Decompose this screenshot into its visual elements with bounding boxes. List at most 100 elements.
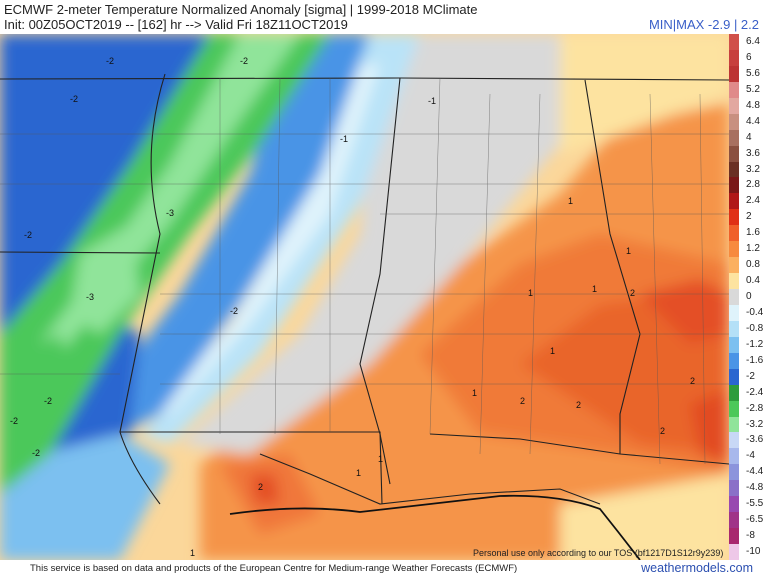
legend-entry: 0 bbox=[729, 289, 769, 305]
legend-label: -3.6 bbox=[746, 434, 764, 446]
legend-entry: 2 bbox=[729, 209, 769, 226]
legend-entry: -1.6 bbox=[729, 352, 769, 369]
contour-label: 1 bbox=[626, 246, 631, 256]
legend-swatch bbox=[729, 65, 739, 82]
legend-swatch bbox=[729, 129, 739, 146]
state-borders bbox=[0, 73, 729, 505]
legend-label: -10 bbox=[746, 546, 761, 558]
legend-swatch bbox=[729, 241, 739, 258]
contour-label: 1 bbox=[356, 468, 361, 478]
legend-entry: -0.4 bbox=[729, 304, 769, 321]
legend-label: 6.4 bbox=[746, 36, 760, 47]
legend-entry: 1.2 bbox=[729, 241, 769, 258]
contour-label: 2 bbox=[630, 288, 635, 298]
contour-label: -2 bbox=[240, 56, 248, 66]
color-legend: 6.4 6 5.6 5.2 4.8 4.4 4 3.6 3.2 2.8 2.4 2 1.6 1.2 0.8 0… bbox=[729, 34, 769, 560]
legend-swatch bbox=[729, 400, 739, 417]
legend-swatch bbox=[729, 496, 739, 513]
legend-swatch bbox=[729, 336, 739, 353]
contour-label: 1 bbox=[528, 288, 533, 298]
legend-label: 0.4 bbox=[746, 275, 760, 287]
legend-label: 4.8 bbox=[746, 99, 760, 111]
legend-swatch bbox=[729, 113, 739, 130]
legend-swatch bbox=[729, 528, 739, 545]
map-canvas: -2 -2 -2 -2 -1 -1 -3 -3 -2 -2 -2 -2 1 1 … bbox=[0, 34, 729, 560]
legend-entry: -2 bbox=[729, 368, 769, 385]
legend-swatch bbox=[729, 512, 739, 529]
legend-label: 2.4 bbox=[746, 195, 760, 207]
legend-entry: 4 bbox=[729, 129, 769, 146]
map-subtitle: Init: 00Z05OCT2019 -- [162] hr --> Valid… bbox=[4, 17, 348, 32]
legend-entry: -10 bbox=[729, 544, 769, 560]
legend-label: 3.2 bbox=[746, 163, 760, 175]
legend-label: 0.8 bbox=[746, 259, 760, 271]
contour-label: -1 bbox=[340, 134, 348, 144]
legend-label: 3.6 bbox=[746, 147, 760, 159]
legend-swatch bbox=[729, 448, 739, 465]
legend-swatch bbox=[729, 544, 739, 560]
legend-label: -5.5 bbox=[746, 498, 764, 510]
legend-label: -2.8 bbox=[746, 402, 764, 414]
legend-swatch bbox=[729, 304, 739, 321]
legend-entry: 0.4 bbox=[729, 273, 769, 290]
contour-label: 1 bbox=[378, 454, 383, 464]
legend-swatch bbox=[729, 177, 739, 194]
disclaimer: Personal use only according to our TOS (… bbox=[473, 548, 724, 558]
legend-entry: 0.8 bbox=[729, 257, 769, 274]
legend-swatch bbox=[729, 81, 739, 98]
legend-entry: -8 bbox=[729, 528, 769, 545]
legend-swatch bbox=[729, 49, 739, 66]
legend-entry: 2.8 bbox=[729, 177, 769, 194]
legend-entry: 6 bbox=[729, 49, 769, 66]
contour-label: -3 bbox=[166, 208, 174, 218]
contour-labels: -2 -2 -2 -2 -1 -1 -3 -3 -2 -2 -2 -2 1 1 … bbox=[10, 56, 695, 558]
legend-swatch bbox=[729, 161, 739, 178]
legend-entry: -2.8 bbox=[729, 400, 769, 417]
contour-label: 1 bbox=[190, 548, 195, 558]
legend-swatch bbox=[729, 432, 739, 449]
legend-label: 5.2 bbox=[746, 83, 760, 95]
legend-entry: 3.2 bbox=[729, 161, 769, 178]
contour-label: -2 bbox=[24, 230, 32, 240]
legend-label: -2 bbox=[746, 370, 755, 382]
legend-label: -0.8 bbox=[746, 322, 764, 334]
anomaly-shading bbox=[0, 34, 729, 560]
legend-entry: 1.6 bbox=[729, 225, 769, 242]
contour-label: 2 bbox=[690, 376, 695, 386]
legend-label: 1.6 bbox=[746, 227, 760, 239]
legend-label: -1.6 bbox=[746, 354, 764, 366]
legend-label: -4.4 bbox=[746, 466, 764, 478]
legend-swatch bbox=[729, 209, 739, 226]
legend-swatch bbox=[729, 416, 739, 433]
legend-label: -4.8 bbox=[746, 482, 764, 494]
legend-label: -4 bbox=[746, 450, 755, 462]
site-link[interactable]: weathermodels.com bbox=[641, 561, 753, 575]
legend-label: 4 bbox=[746, 131, 752, 143]
legend-label: 2 bbox=[746, 211, 752, 223]
legend-swatch bbox=[729, 34, 739, 50]
legend-entry: 3.6 bbox=[729, 145, 769, 162]
legend-swatch bbox=[729, 145, 739, 162]
legend-swatch bbox=[729, 480, 739, 497]
footer: This service is based on data and produc… bbox=[0, 560, 769, 577]
contour-label: -1 bbox=[428, 96, 436, 106]
legend-label: -1.2 bbox=[746, 338, 764, 350]
legend-label: 6 bbox=[746, 51, 752, 63]
contour-label: 2 bbox=[576, 400, 581, 410]
legend-entry: -2.4 bbox=[729, 384, 769, 401]
legend-label: -3.2 bbox=[746, 418, 764, 430]
contour-label: -2 bbox=[10, 416, 18, 426]
contour-label: 2 bbox=[660, 426, 665, 436]
legend-label: -6.5 bbox=[746, 514, 764, 526]
legend-swatch bbox=[729, 352, 739, 369]
legend-swatch bbox=[729, 225, 739, 242]
legend-swatch bbox=[729, 368, 739, 385]
legend-entry: -1.2 bbox=[729, 336, 769, 353]
footer-credit: This service is based on data and produc… bbox=[30, 563, 518, 574]
legend-entry: -4.8 bbox=[729, 480, 769, 497]
legend-entry: 4.8 bbox=[729, 97, 769, 114]
contour-label: -2 bbox=[44, 396, 52, 406]
legend-swatch bbox=[729, 193, 739, 210]
contour-label: 1 bbox=[592, 284, 597, 294]
legend-label: -0.4 bbox=[746, 306, 764, 318]
